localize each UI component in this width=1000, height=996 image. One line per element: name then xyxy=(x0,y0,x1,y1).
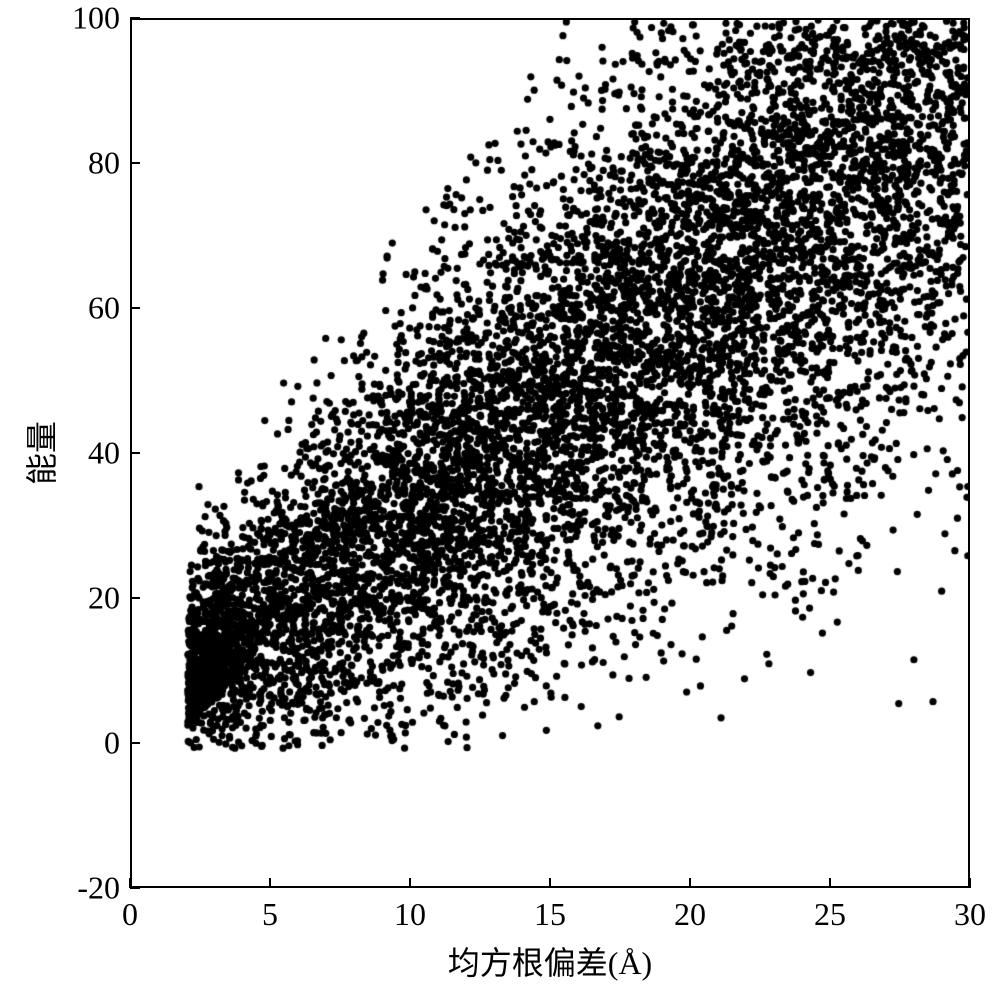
scatter-chart: 能量 均方根偏差(Å) -20020406080100051015202530 xyxy=(0,0,1000,996)
scatter-canvas xyxy=(132,20,968,886)
y-tick-mark xyxy=(130,162,140,164)
x-tick-mark xyxy=(549,878,551,888)
y-tick-mark xyxy=(130,452,140,454)
x-tick-mark xyxy=(829,878,831,888)
y-tick-mark xyxy=(130,742,140,744)
y-tick-mark xyxy=(130,597,140,599)
x-tick-label: 15 xyxy=(534,896,566,933)
y-tick-label: 60 xyxy=(88,290,120,327)
y-tick-mark xyxy=(130,17,140,19)
x-tick-label: 10 xyxy=(394,896,426,933)
y-tick-mark xyxy=(130,887,140,889)
y-tick-label: 40 xyxy=(88,435,120,472)
x-tick-label: 0 xyxy=(122,896,138,933)
x-axis-label: 均方根偏差(Å) xyxy=(448,938,652,984)
x-tick-mark xyxy=(409,878,411,888)
x-tick-mark xyxy=(969,878,971,888)
y-tick-label: 80 xyxy=(88,145,120,182)
x-tick-label: 5 xyxy=(262,896,278,933)
y-tick-mark xyxy=(130,307,140,309)
x-tick-mark xyxy=(269,878,271,888)
y-tick-label: -20 xyxy=(77,870,120,907)
x-tick-label: 20 xyxy=(674,896,706,933)
x-tick-label: 25 xyxy=(814,896,846,933)
y-axis-label: 能量 xyxy=(17,421,63,485)
x-tick-mark xyxy=(129,878,131,888)
y-tick-label: 100 xyxy=(72,0,120,37)
y-tick-label: 20 xyxy=(88,580,120,617)
x-tick-mark xyxy=(689,878,691,888)
y-tick-label: 0 xyxy=(104,725,120,762)
x-tick-label: 30 xyxy=(954,896,986,933)
plot-area xyxy=(130,18,970,888)
